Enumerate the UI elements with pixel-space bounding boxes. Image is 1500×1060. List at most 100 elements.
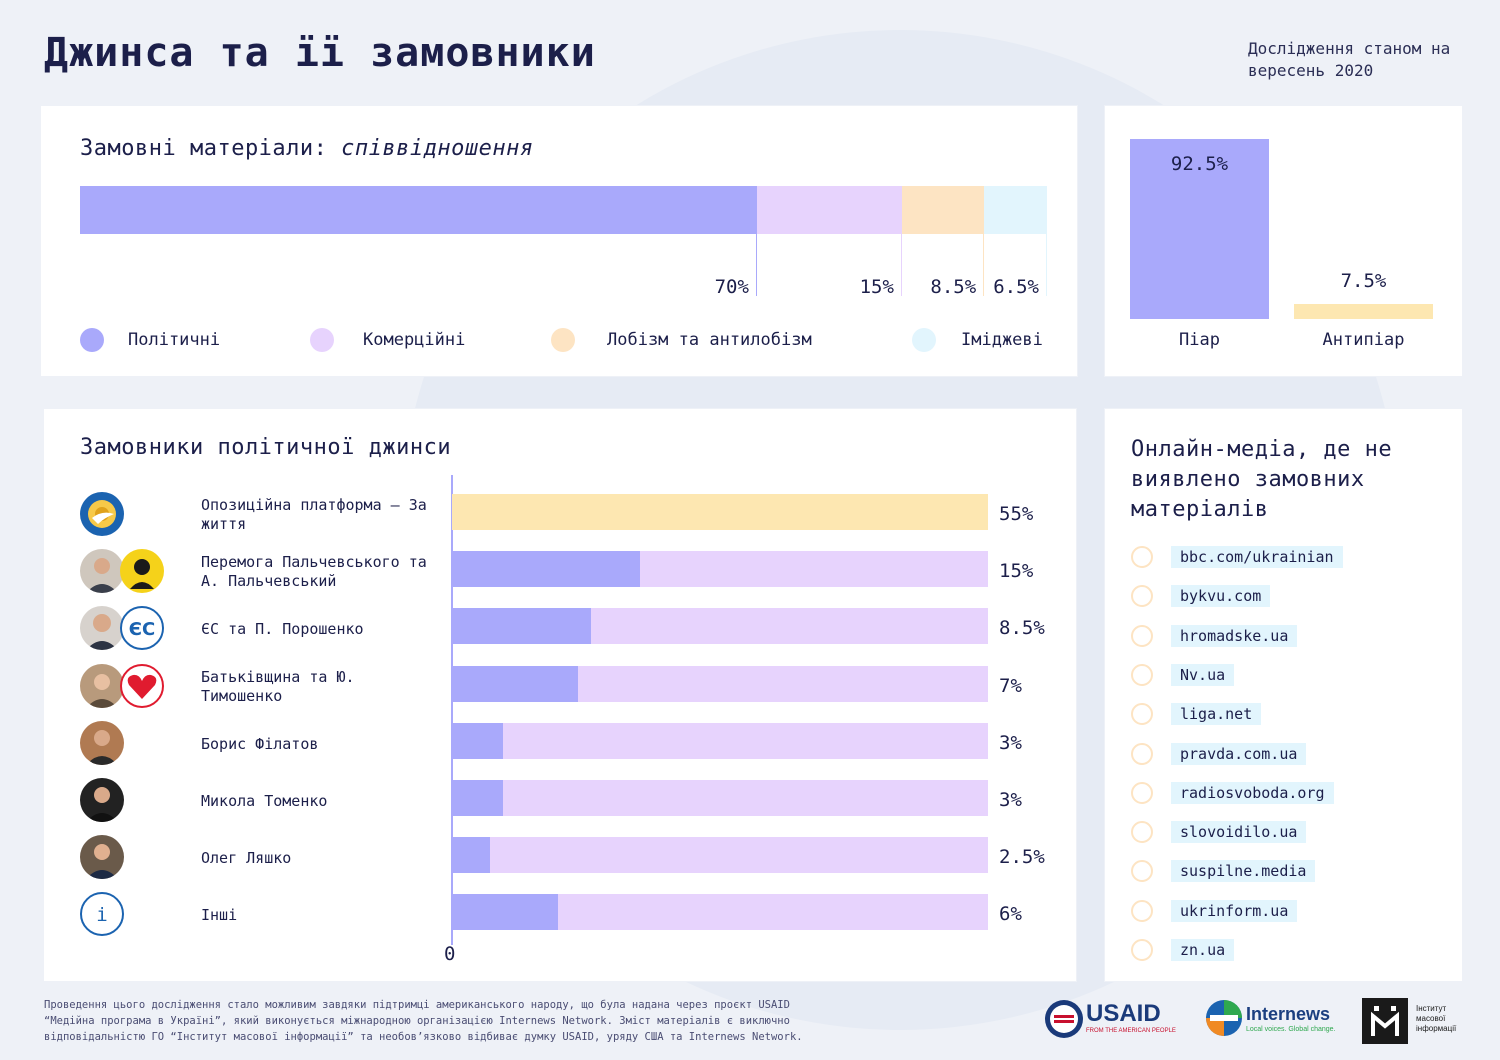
media-list-item: hromadske.ua bbox=[1171, 624, 1298, 647]
date-note: Дослідження станом на вересень 2020 bbox=[1248, 39, 1451, 80]
bar-value-label: 2.5% bbox=[999, 846, 1045, 869]
list-bullet-icon bbox=[1131, 546, 1153, 568]
list-bullet-icon bbox=[1131, 821, 1153, 844]
row-icons bbox=[80, 492, 170, 536]
usaid-subtext: FROM THE AMERICAN PEOPLE bbox=[1086, 1028, 1176, 1034]
row-label: Борис Філатов bbox=[201, 734, 319, 753]
bar-track bbox=[452, 837, 988, 874]
media-list-item: suspilne.media bbox=[1171, 860, 1316, 883]
person-photo-icon bbox=[80, 778, 124, 822]
row-icons bbox=[80, 549, 170, 594]
person-photo-icon bbox=[80, 606, 124, 651]
person-photo-icon bbox=[80, 549, 124, 594]
info-icon: i bbox=[80, 892, 124, 937]
bar-value-label: 8.5% bbox=[999, 617, 1045, 640]
stack-tick bbox=[900, 234, 902, 296]
bar-track bbox=[452, 722, 988, 759]
media-card: Онлайн-медіа, де не виявлено замовних ма… bbox=[1105, 409, 1462, 981]
row-icons bbox=[80, 663, 170, 708]
svg-text:ЄС: ЄС bbox=[129, 619, 155, 640]
sunflower-bird-icon bbox=[80, 492, 124, 536]
page-title: Джинса та її замовники bbox=[44, 30, 596, 76]
bar-value-label: 3% bbox=[999, 789, 1022, 811]
bar bbox=[452, 837, 490, 874]
imi-logo: Інститут масової інформації bbox=[1362, 998, 1462, 1044]
piar-card: 92.5% Піар 7.5% Антипіар bbox=[1105, 106, 1462, 376]
media-list-item: slovoidilo.ua bbox=[1171, 821, 1307, 844]
stack-value-label: 70% bbox=[714, 276, 749, 298]
row-label: Олег Ляшко bbox=[201, 849, 292, 868]
list-bullet-icon bbox=[1131, 860, 1153, 883]
row-icons bbox=[80, 835, 170, 880]
ratio-title-italic: співвідношення bbox=[341, 136, 534, 161]
row-label: ЄС та П. Порошенко bbox=[201, 620, 364, 639]
media-list-item: ukrinform.ua bbox=[1171, 899, 1298, 922]
internews-text: Internews bbox=[1246, 1004, 1331, 1024]
media-list-item: radiosvoboda.org bbox=[1171, 781, 1334, 804]
ratio-title: Замовні матеріали: співвідношення bbox=[80, 136, 534, 161]
bar bbox=[452, 894, 558, 931]
ratio-title-plain: Замовні матеріали: bbox=[80, 136, 328, 161]
bar-track bbox=[452, 780, 988, 816]
stack-tick bbox=[755, 234, 757, 296]
bar-value-label: 15% bbox=[999, 560, 1034, 583]
media-list-item: bbc.com/ukrainian bbox=[1171, 546, 1343, 568]
list-bullet-icon bbox=[1131, 781, 1153, 804]
piar-bar bbox=[1130, 139, 1269, 319]
internews-logo: Internews Local voices. Global change. bbox=[1204, 998, 1336, 1038]
bar bbox=[452, 665, 578, 702]
row-label: Батьківщина та Ю. Тимошенко bbox=[201, 667, 355, 705]
legend-dot bbox=[912, 328, 936, 352]
axis-line bbox=[451, 475, 453, 945]
ratio-card: Замовні матеріали: співвідношення 70% 15%… bbox=[41, 106, 1077, 376]
row-icons: ЄС bbox=[80, 606, 170, 651]
row-icons bbox=[80, 778, 170, 822]
media-list-item: bykvu.com bbox=[1171, 585, 1271, 608]
stacked-bar bbox=[80, 186, 1047, 234]
piar-value-label: 92.5% bbox=[1170, 153, 1229, 175]
legend-label: Іміджеві bbox=[961, 330, 1043, 350]
bar-value-label: 7% bbox=[999, 674, 1022, 697]
stack-tick bbox=[1046, 234, 1047, 296]
media-list-item: Nv.ua bbox=[1171, 663, 1235, 686]
person-photo-icon bbox=[80, 720, 124, 765]
legend-label: Політичні bbox=[128, 330, 221, 350]
list-bullet-icon bbox=[1131, 899, 1153, 922]
piar-bar bbox=[1294, 304, 1433, 319]
legend-dot bbox=[310, 328, 334, 352]
stack-tick bbox=[983, 234, 985, 296]
row-label: Перемога Пальчевського та А. Пальчевськи… bbox=[201, 553, 427, 591]
stack-segment bbox=[984, 186, 1047, 234]
person-photo-icon bbox=[80, 663, 124, 708]
bar bbox=[452, 494, 988, 530]
piar-value-label: 7.5% bbox=[1340, 270, 1387, 293]
list-bullet-icon bbox=[1131, 585, 1153, 608]
svg-text:i: i bbox=[96, 904, 107, 926]
imi-text: Інститут масової інформації bbox=[1416, 1004, 1457, 1033]
list-bullet-icon bbox=[1131, 624, 1153, 647]
stack-value-label: 6.5% bbox=[993, 276, 1039, 298]
media-list-item: zn.ua bbox=[1171, 939, 1235, 961]
row-icons bbox=[80, 720, 170, 765]
bar bbox=[452, 608, 592, 645]
piar-category-label: Піар bbox=[1179, 330, 1220, 350]
bar-value-label: 6% bbox=[999, 903, 1022, 926]
usaid-text: USAID bbox=[1086, 1000, 1161, 1027]
stack-segment bbox=[901, 186, 985, 234]
axis-zero-label: 0 bbox=[444, 943, 456, 965]
list-bullet-icon bbox=[1131, 663, 1153, 686]
media-list-item: pravda.com.ua bbox=[1171, 742, 1307, 765]
bar bbox=[452, 551, 640, 588]
list-bullet-icon bbox=[1131, 939, 1153, 961]
legend-label: Комерційні bbox=[363, 330, 466, 350]
person-photo-icon bbox=[80, 835, 124, 880]
list-bullet-icon bbox=[1131, 742, 1153, 765]
legend-dot bbox=[551, 328, 575, 352]
row-icons: i bbox=[80, 892, 170, 937]
media-list-item: liga.net bbox=[1171, 703, 1262, 726]
customers-card: Замовники політичної джинси 0 Опозиційна… bbox=[44, 409, 1076, 981]
internews-subtext: Local voices. Global change. bbox=[1246, 1026, 1336, 1033]
row-label: Микола Томенко bbox=[201, 792, 328, 810]
row-label: Інші bbox=[201, 906, 238, 925]
legend-dot bbox=[80, 328, 104, 352]
